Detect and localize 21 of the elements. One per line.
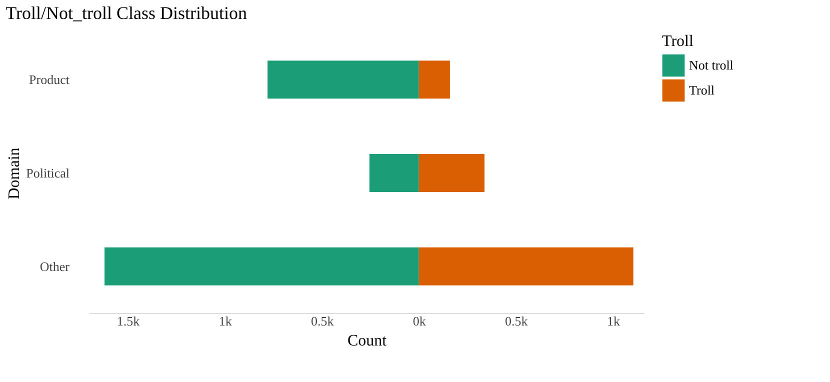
bar [104,247,419,286]
bar [418,60,450,99]
y-axis-title: Domain [6,148,24,200]
x-tick-label: 0k [412,314,426,328]
x-tick-label: 1.5k [116,314,140,328]
y-tick-label: Product [29,72,70,88]
legend-label: Not troll [689,58,734,72]
x-axis-title: Count [347,332,388,350]
chart-title: Troll/Not_troll Class Distribution [6,3,248,23]
bar [418,247,634,286]
legend-title: Troll [662,33,694,50]
x-tick-label: 0.5k [310,314,334,328]
legend-label: Troll [689,82,715,98]
x-tick-label: 1k [606,314,620,328]
x-tick-label: 0.5k [505,314,528,328]
x-tick-label: 1k [218,314,232,328]
y-tick-label: Political [26,166,70,180]
bar [268,60,419,99]
y-tick-label: Other [40,258,70,274]
bar [369,154,419,192]
bar [418,154,484,192]
